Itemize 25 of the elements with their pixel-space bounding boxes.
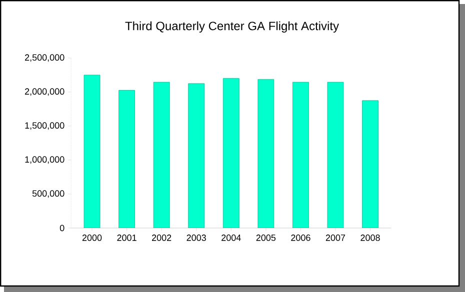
y-tick-label: 0 — [60, 224, 64, 232]
bar — [327, 82, 344, 228]
y-tick-label: 1,000,000 — [25, 156, 64, 164]
bar — [292, 82, 309, 228]
y-tick-label: 1,500,000 — [25, 122, 64, 130]
y-tick-label: 2,500,000 — [25, 54, 64, 62]
x-tick-label: 2007 — [326, 234, 346, 241]
x-tick-label: 2002 — [152, 234, 172, 241]
x-tick-label: 2003 — [186, 234, 206, 241]
bar — [222, 78, 240, 228]
bar — [118, 90, 135, 228]
bar — [188, 83, 205, 228]
x-tick-label: 2001 — [117, 234, 136, 241]
y-tick-label: 500,000 — [32, 190, 64, 198]
x-tick-label: 2008 — [360, 234, 380, 241]
bar — [362, 100, 378, 228]
bar — [84, 74, 100, 228]
y-tick-label: 2,000,000 — [25, 88, 64, 96]
x-tick-label: 2004 — [222, 234, 241, 241]
bar — [153, 82, 170, 228]
x-tick-label: 2006 — [291, 234, 310, 241]
x-tick-label: 2005 — [256, 234, 276, 241]
chart-title: Third Quarterly Center GA Flight Activity — [125, 21, 339, 33]
x-tick-label: 2000 — [82, 234, 102, 241]
bar — [258, 79, 274, 228]
